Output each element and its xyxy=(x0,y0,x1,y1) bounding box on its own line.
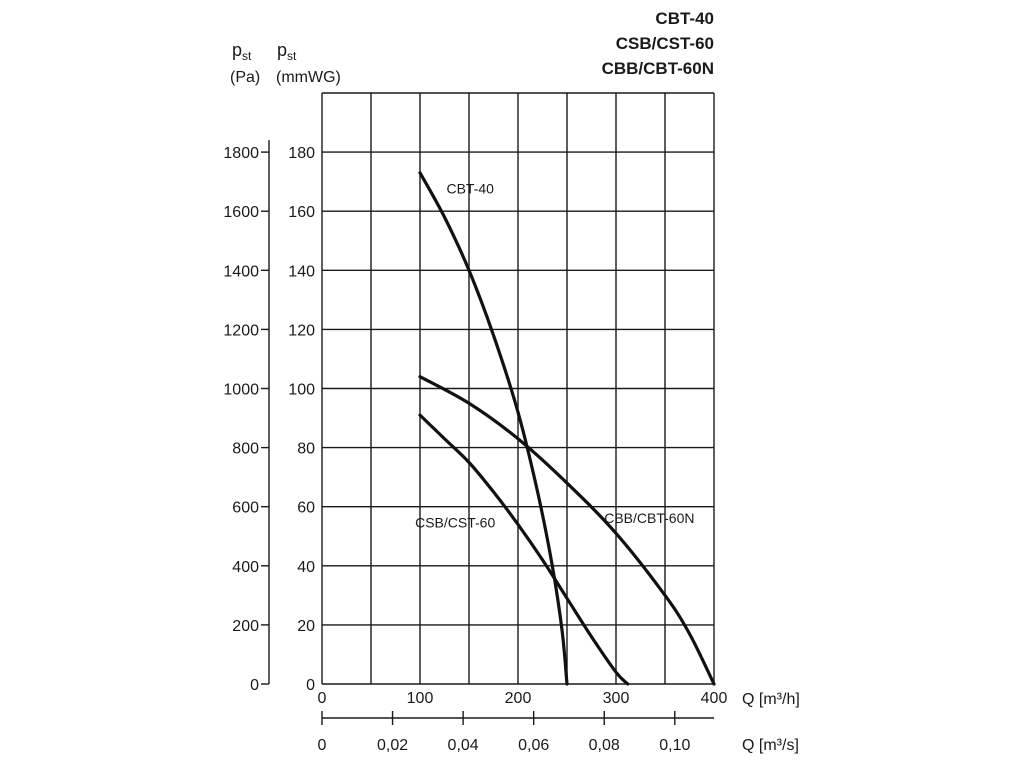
y-axis-pa-unit: (Pa) xyxy=(230,69,260,86)
grid xyxy=(321,92,715,685)
y-tick-label-pa: 1800 xyxy=(223,145,259,162)
y-axis-mmwg-unit: (mmWG) xyxy=(276,69,341,86)
y-tick-label-pa: 200 xyxy=(232,618,259,635)
x-tick-label-m3s: 0,04 xyxy=(448,737,479,754)
x-tick-label-m3s: 0,08 xyxy=(589,737,620,754)
y-tick-label-mmwg: 160 xyxy=(288,204,315,221)
y-tick-label-pa: 800 xyxy=(232,441,259,458)
y-axis-mmwg-symbol: p xyxy=(277,40,287,60)
x-axis-m3s-label: Q [m³/s] xyxy=(742,737,799,754)
x-tick-label-m3h: 400 xyxy=(701,690,728,707)
x-tick-label-m3h: 0 xyxy=(318,690,327,707)
y-tick-label-pa: 1000 xyxy=(223,382,259,399)
y-tick-label-mmwg: 20 xyxy=(297,618,315,635)
chart-title-line-2: CSB/CST-60 xyxy=(616,34,714,53)
y-tick-label-mmwg: 120 xyxy=(288,322,315,339)
series-line-csb-cst-60 xyxy=(418,413,630,686)
y-axis-mmwg-subscript: st xyxy=(287,49,297,63)
x-tick-label-m3h: 100 xyxy=(407,690,434,707)
y-tick-label-mmwg: 0 xyxy=(306,677,315,694)
x-axis-m3h-label: Q [m³/h] xyxy=(742,691,800,708)
series-curves xyxy=(418,171,716,686)
y-axis-mmwg-label: pst xyxy=(277,40,297,63)
y-axis-pa-label: pst xyxy=(232,40,252,63)
y-tick-label-mmwg: 60 xyxy=(297,500,315,517)
x-tick-label-m3h: 200 xyxy=(505,690,532,707)
y-tick-label-pa: 0 xyxy=(250,677,259,694)
x-tick-label-m3h: 300 xyxy=(603,690,630,707)
curve-label-cbt-40: CBT-40 xyxy=(446,180,494,196)
y-tick-label-mmwg: 100 xyxy=(288,382,315,399)
y-tick-label-pa: 1400 xyxy=(223,263,259,280)
chart-title-line-1: CBT-40 xyxy=(655,9,714,28)
y-tick-label-pa: 400 xyxy=(232,559,259,576)
axes: 1801601401201008060402001800160014001200… xyxy=(223,140,727,754)
y-tick-label-pa: 600 xyxy=(232,500,259,517)
y-axis-pa-symbol: p xyxy=(232,40,242,60)
y-axis-pa-subscript: st xyxy=(242,49,252,63)
y-tick-label-mmwg: 40 xyxy=(297,559,315,576)
series-line-cbb-cbt-60n xyxy=(418,375,716,686)
y-tick-label-pa: 1200 xyxy=(223,322,259,339)
curve-label-cbb-cbt-60n: CBB/CBT-60N xyxy=(604,510,694,526)
x-tick-label-m3s: 0,10 xyxy=(659,737,690,754)
curve-label-csb-cst-60: CSB/CST-60 xyxy=(415,514,495,530)
y-tick-label-mmwg: 80 xyxy=(297,441,315,458)
y-tick-label-mmwg: 180 xyxy=(288,145,315,162)
y-tick-label-pa: 1600 xyxy=(223,204,259,221)
x-tick-label-m3s: 0,02 xyxy=(377,737,408,754)
series-line-cbt-40 xyxy=(418,171,569,686)
chart-title-line-3: CBB/CBT-60N xyxy=(602,59,714,78)
curve-labels: CBT-40 CSB/CST-60 CBB/CBT-60N xyxy=(415,180,694,530)
y-tick-label-mmwg: 140 xyxy=(288,263,315,280)
x-tick-label-m3s: 0,06 xyxy=(518,737,549,754)
x-tick-label-m3s: 0 xyxy=(318,737,327,754)
